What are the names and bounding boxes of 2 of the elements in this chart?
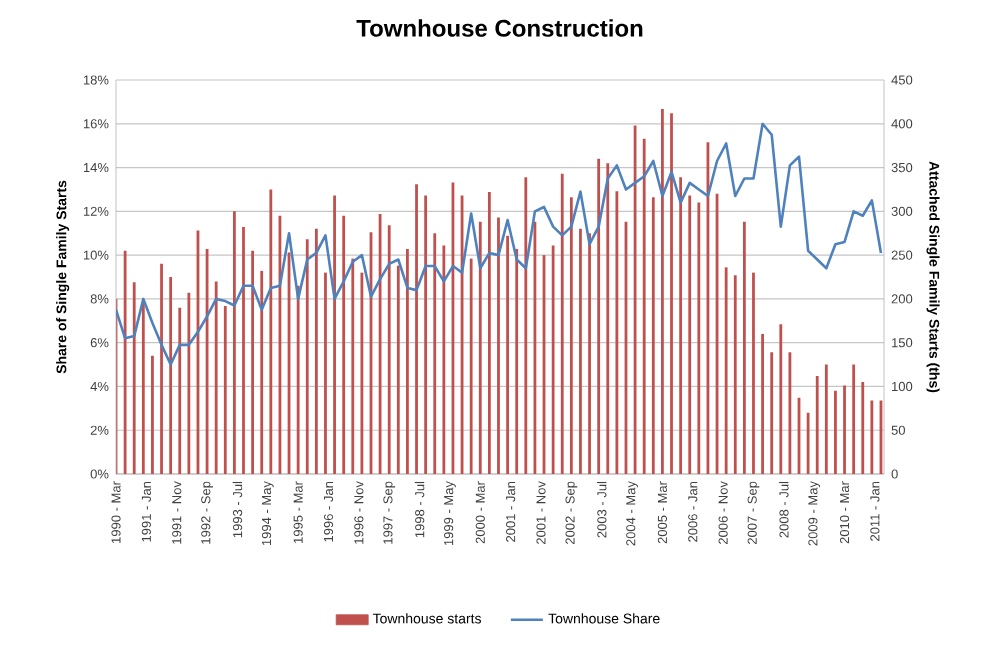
chart-title: Townhouse Construction	[356, 19, 643, 37]
line-series	[116, 122, 883, 366]
